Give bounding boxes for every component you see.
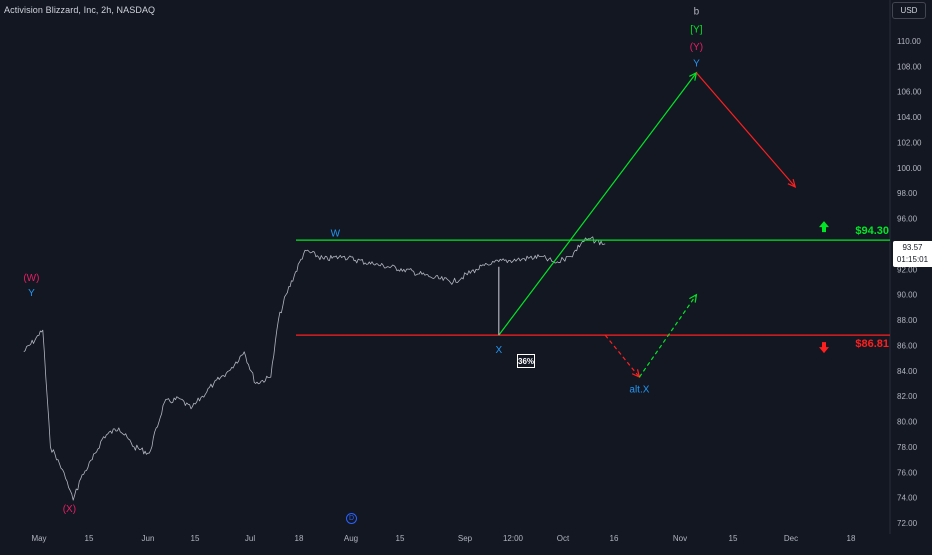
wave-label: [Y] <box>690 24 702 35</box>
x-tick-label: Aug <box>344 534 358 543</box>
x-tick-label: 15 <box>191 534 200 543</box>
y-tick-label: 80.00 <box>897 418 918 427</box>
wave-label: (W) <box>23 273 39 284</box>
y-tick-label: 96.00 <box>897 215 918 224</box>
y-tick-label: 78.00 <box>897 443 918 452</box>
y-tick-label: 72.00 <box>897 519 918 528</box>
y-tick-label: 106.00 <box>897 88 922 97</box>
dividend-event-icon[interactable]: D <box>346 513 357 524</box>
symbol-title: Activision Blizzard, Inc, 2h, NASDAQ <box>4 5 156 15</box>
x-tick-label: Jul <box>245 534 255 543</box>
last-price-value: 93.57 <box>902 243 923 252</box>
y-tick-label: 90.00 <box>897 291 918 300</box>
y-tick-label: 102.00 <box>897 138 922 147</box>
currency-button[interactable]: USD <box>892 2 926 19</box>
wave-label: (X) <box>63 504 76 515</box>
y-tick-label: 110.00 <box>897 37 921 46</box>
projection-arrowhead <box>689 293 698 303</box>
x-tick-label: Dec <box>784 534 798 543</box>
y-tick-label: 74.00 <box>897 494 918 503</box>
x-tick-label: May <box>31 534 46 543</box>
arrow-down-icon <box>819 342 829 354</box>
y-tick-label: 86.00 <box>897 341 918 350</box>
y-tick-label: 98.00 <box>897 189 918 198</box>
wave-label: b <box>694 7 700 18</box>
x-tick-label: Nov <box>673 534 687 543</box>
resistance-price-label: $94.30 <box>855 225 889 237</box>
x-tick-label: 16 <box>610 534 619 543</box>
x-tick-label: 15 <box>85 534 94 543</box>
price-series-line <box>23 236 606 501</box>
x-tick-label: Jun <box>142 534 155 543</box>
y-tick-label: 104.00 <box>897 113 922 122</box>
x-tick-label: 15 <box>396 534 405 543</box>
bar-countdown: 01:15:01 <box>896 255 929 264</box>
y-tick-label: 82.00 <box>897 392 918 401</box>
y-tick-label: 88.00 <box>897 316 918 325</box>
projection-line <box>498 72 697 336</box>
x-tick-label: 18 <box>847 534 856 543</box>
y-tick-label: 100.00 <box>897 164 922 173</box>
y-tick-label: 76.00 <box>897 468 918 477</box>
x-tick-label: 18 <box>295 534 304 543</box>
wave-label: X <box>495 345 502 356</box>
percentage-annotation: 36% <box>517 354 535 368</box>
projection-arrowhead <box>689 71 698 81</box>
wave-label: Y <box>693 59 700 70</box>
x-tick-label: 12:00 <box>503 534 524 543</box>
wave-label: alt.X <box>629 385 649 396</box>
x-tick-label: 15 <box>729 534 738 543</box>
projection-line <box>695 72 796 188</box>
y-tick-label: 92.00 <box>897 265 918 274</box>
projection-line <box>604 334 640 378</box>
projection-arrowhead <box>787 178 797 188</box>
y-tick-label: 84.00 <box>897 367 918 376</box>
arrow-up-icon <box>819 221 829 233</box>
x-tick-label: Sep <box>458 534 473 543</box>
support-price-label: $86.81 <box>855 338 889 350</box>
wave-label: Y <box>28 288 35 299</box>
wave-label: (Y) <box>690 42 703 53</box>
projection-line <box>638 294 697 378</box>
wave-label: W <box>331 229 341 240</box>
y-tick-label: 108.00 <box>897 62 922 71</box>
last-price-badge: 93.57 01:15:01 <box>893 241 932 267</box>
x-tick-label: Oct <box>557 534 570 543</box>
